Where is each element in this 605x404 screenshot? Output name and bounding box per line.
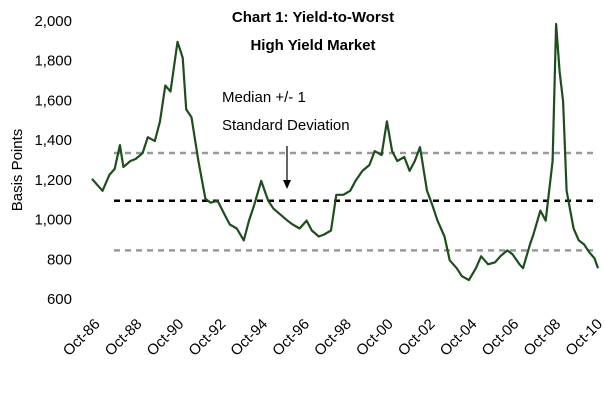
y-tick-label: 2,000 xyxy=(34,13,72,30)
x-tick-label: Oct-90 xyxy=(144,316,188,360)
y-tick-label: 1,200 xyxy=(34,172,72,189)
annotation-arrowhead xyxy=(283,180,291,189)
x-tick-label: Oct-86 xyxy=(60,316,104,360)
annotation: Standard Deviation xyxy=(222,117,350,134)
chart-title: High Yield Market xyxy=(250,37,375,54)
annotation: Median +/- 1 xyxy=(222,89,306,106)
x-tick-label: Oct-04 xyxy=(437,316,481,360)
y-tick-label: 1,600 xyxy=(34,92,72,109)
x-tick-label: Oct-88 xyxy=(102,316,146,360)
y-tick-label: 1,800 xyxy=(34,53,72,70)
data-line xyxy=(91,22,600,282)
y-tick-label: 1,000 xyxy=(34,212,72,229)
x-tick-label: Oct-96 xyxy=(269,316,313,360)
x-tick-label: Oct-10 xyxy=(562,316,605,360)
x-tick-label: Oct-92 xyxy=(185,316,229,360)
x-tick-label: Oct-00 xyxy=(353,316,397,360)
y-tick-label: 1,400 xyxy=(34,132,72,149)
x-tick-label: Oct-94 xyxy=(227,316,271,360)
x-tick-label: Oct-02 xyxy=(395,316,439,360)
y-axis-label: Basis Points xyxy=(9,129,26,212)
x-tick-label: Oct-98 xyxy=(311,316,355,360)
x-tick-label: Oct-06 xyxy=(479,316,523,360)
y-tick-label: 800 xyxy=(47,251,72,268)
x-tick-label: Oct-08 xyxy=(520,316,564,360)
y-tick-label: 600 xyxy=(47,291,72,308)
chart-title: Chart 1: Yield-to-Worst xyxy=(232,9,394,26)
